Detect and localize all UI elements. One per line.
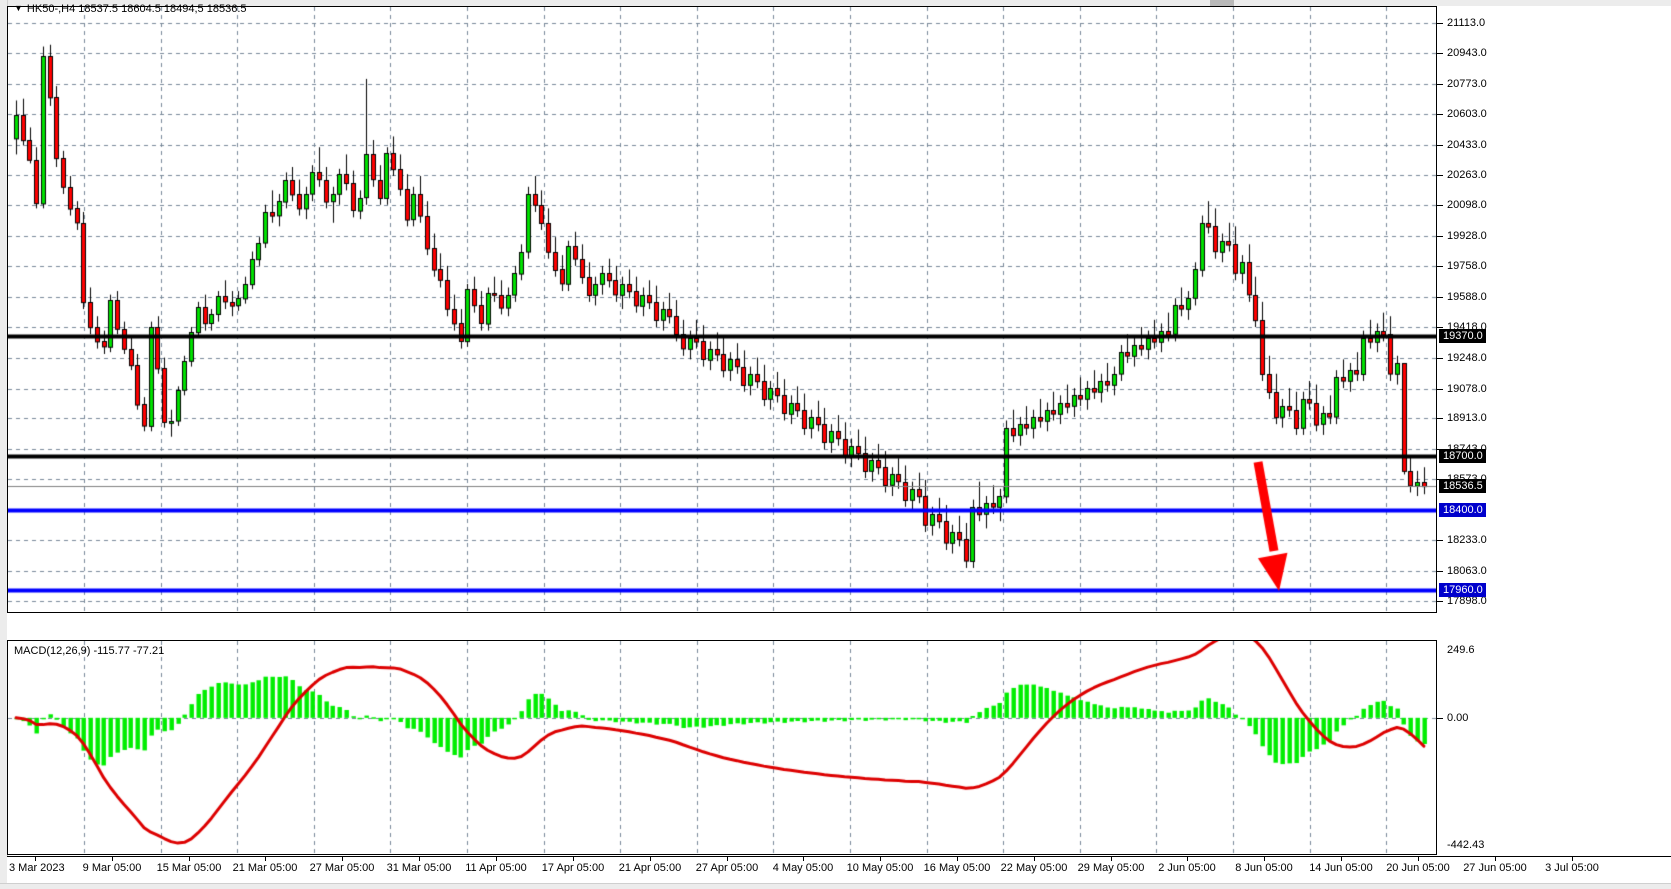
date-axis-tick — [957, 857, 958, 861]
macd-axis: 249.6 0.00 -442.43 — [1437, 640, 1671, 855]
price-axis-tick — [1437, 266, 1443, 268]
date-axis-label: 8 Jun 05:00 — [1235, 862, 1293, 874]
date-axis-tick — [342, 857, 343, 861]
date-axis-tick — [419, 857, 420, 861]
date-axis-label: 27 Apr 05:00 — [695, 862, 759, 874]
date-axis-tick — [35, 857, 36, 861]
pane-separator-strip — [7, 613, 1671, 640]
price-axis-tick — [1437, 571, 1443, 572]
date-axis-label: 27 Mar 05:00 — [309, 862, 375, 874]
price-axis-label: 19758.0 — [1447, 260, 1487, 273]
date-axis-label: 16 May 05:00 — [923, 862, 991, 874]
price-axis-tick — [1437, 53, 1443, 55]
macd-axis-label: 249.6 — [1447, 644, 1475, 656]
price-level-tag[interactable]: 18700.0 — [1439, 449, 1486, 464]
date-axis-tick — [1495, 857, 1496, 861]
window-bottom-frame — [0, 883, 1671, 889]
date-axis-tick — [727, 857, 728, 861]
price-axis-label: 20943.0 — [1447, 47, 1487, 60]
price-axis-tick — [1437, 418, 1443, 420]
price-axis-tick — [1437, 83, 1443, 85]
symbol-ohlc-label: ▼ HK50-,H4 18537.5 18604.5 18494,5 18536.… — [14, 3, 247, 15]
date-axis-label: 9 Mar 05:00 — [82, 862, 142, 874]
date-axis-tick — [189, 857, 190, 861]
date-axis-tick — [650, 857, 651, 861]
date-axis-label: 14 Jun 05:00 — [1309, 862, 1373, 874]
date-axis-tick — [496, 857, 497, 861]
macd-indicator-label: MACD(12,26,9) -115.77 -77.21 — [14, 645, 165, 657]
price-level-tag[interactable]: 18536.5 — [1439, 478, 1486, 493]
price-axis-tick — [1437, 114, 1443, 116]
date-axis-label: 3 Jul 05:00 — [1545, 862, 1599, 874]
date-axis[interactable]: 3 Mar 2023 9 Mar 05:00 15 Mar 05:00 21 Mar … — [7, 856, 1671, 883]
date-axis-tick — [880, 857, 881, 861]
price-chart-pane[interactable] — [7, 6, 1437, 613]
date-axis-label: 29 May 05:00 — [1077, 862, 1145, 874]
symbol-ohlc-text: HK50-,H4 18537.5 18604.5 18494,5 18536.5 — [26, 3, 247, 15]
price-axis-tick — [1437, 296, 1443, 298]
macd-axis-label: -442.43 — [1447, 839, 1485, 851]
price-axis-tick — [1437, 327, 1443, 329]
price-axis-tick — [1437, 144, 1443, 146]
macd-indicator-pane[interactable] — [7, 640, 1437, 855]
price-axis-label: 20263.0 — [1447, 169, 1487, 182]
date-axis-tick — [1264, 857, 1265, 861]
price-axis-label: 19248.0 — [1447, 351, 1487, 364]
price-level-tag[interactable]: 19370.0 — [1439, 329, 1486, 344]
date-axis-label: 22 May 05:00 — [1000, 862, 1068, 874]
date-axis-label: 4 May 05:00 — [772, 862, 834, 874]
date-axis-tick — [573, 857, 574, 861]
date-axis-tick — [265, 857, 266, 861]
price-axis-tick — [1437, 388, 1443, 390]
price-axis-tick — [1437, 357, 1443, 359]
price-axis-label: 21113.0 — [1447, 16, 1486, 29]
price-level-tag[interactable]: 18400.0 — [1439, 503, 1486, 518]
price-axis-label: 20433.0 — [1447, 138, 1487, 151]
date-axis-tick — [112, 857, 113, 861]
price-axis-tick — [1437, 175, 1443, 177]
price-axis-tick — [1437, 205, 1443, 207]
date-axis-label: 15 Mar 05:00 — [156, 862, 222, 874]
price-axis-label: 18913.0 — [1447, 412, 1487, 425]
price-axis-label: 19928.0 — [1447, 229, 1487, 242]
date-axis-label: 11 Apr 05:00 — [465, 862, 527, 874]
price-axis-tick — [1437, 22, 1443, 24]
date-axis-label: 31 Mar 05:00 — [386, 862, 452, 874]
price-axis-label: 18233.0 — [1447, 534, 1487, 547]
price-axis-label: 19588.0 — [1447, 290, 1487, 303]
price-axis-label: 18063.0 — [1447, 565, 1487, 577]
date-axis-label: 3 Mar 2023 — [9, 862, 65, 874]
price-axis-label: 19078.0 — [1447, 382, 1487, 395]
date-axis-label: 10 May 05:00 — [846, 862, 914, 874]
macd-axis-tick — [1437, 717, 1443, 719]
date-axis-tick — [1572, 857, 1573, 861]
price-axis-tick — [1437, 448, 1443, 450]
price-axis[interactable]: 21113.0 20943.0 20773.0 20603.0 20433.0 20263… — [1437, 6, 1671, 613]
macd-axis-label: 0.00 — [1447, 711, 1469, 724]
date-axis-tick — [1341, 857, 1342, 861]
price-axis-tick — [1437, 540, 1443, 542]
price-axis-label: 20098.0 — [1447, 199, 1487, 212]
date-axis-label: 21 Apr 05:00 — [618, 862, 682, 874]
date-axis-tick — [1111, 857, 1112, 861]
price-axis-label: 20773.0 — [1447, 77, 1487, 90]
triangle-down-icon[interactable]: ▼ — [14, 3, 23, 13]
price-level-tag[interactable]: 17960.0 — [1439, 582, 1486, 597]
price-axis-label: 20603.0 — [1447, 108, 1487, 121]
date-axis-label: 17 Apr 05:00 — [541, 862, 605, 874]
date-axis-tick — [1418, 857, 1419, 861]
date-axis-tick — [1187, 857, 1188, 861]
date-axis-label: 2 Jun 05:00 — [1158, 862, 1216, 874]
price-axis-label: 17898.0 — [1447, 594, 1487, 607]
price-axis-tick — [1437, 235, 1443, 237]
date-axis-label: 20 Jun 05:00 — [1386, 862, 1450, 874]
horizontal-scrollbar-thumb[interactable] — [1210, 0, 1234, 6]
date-axis-tick — [1034, 857, 1035, 861]
price-axis-tick — [1437, 600, 1443, 602]
date-axis-label: 27 Jun 05:00 — [1463, 862, 1527, 874]
date-axis-tick — [803, 857, 804, 861]
date-axis-label: 21 Mar 05:00 — [232, 862, 298, 874]
